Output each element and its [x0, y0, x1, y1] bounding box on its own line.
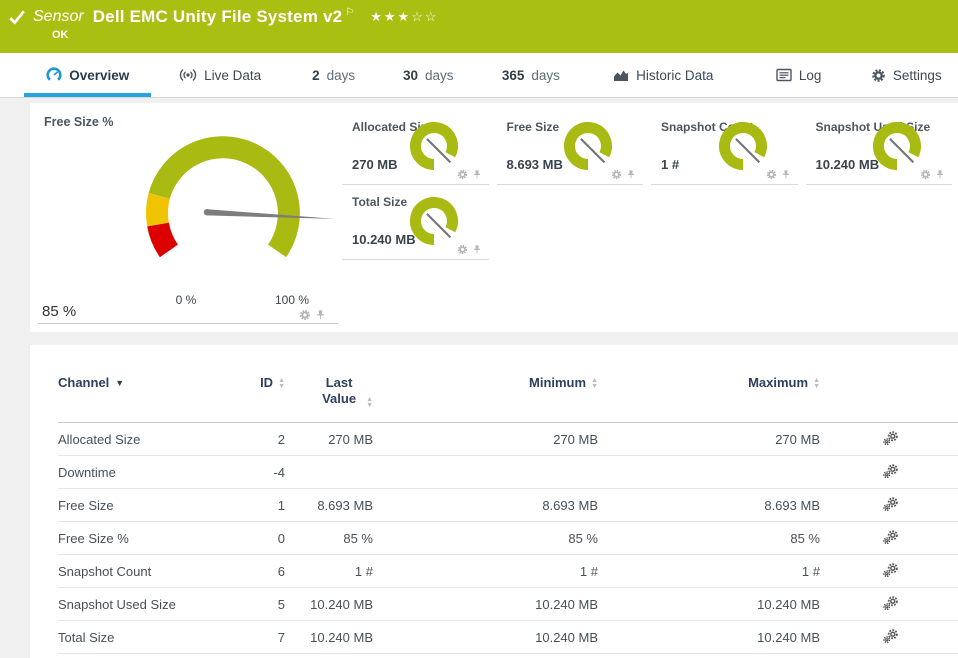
channel-table: Channel ▼ ID ▲ ▼ Last Value ▲ ▼ Minimum ▲ ▼	[58, 345, 958, 654]
main-gauge-value: 85 %	[42, 303, 77, 320]
mini-gauge-snapshot-used-size: Snapshot Used Size 10.240 MB	[804, 110, 958, 185]
sort-icon: ▲ ▼	[591, 377, 598, 390]
gauge-scale-max: 100 %	[274, 293, 310, 307]
free-size-gauge	[145, 136, 335, 258]
table-row[interactable]: Free Size % 0 85 % 85 % 85 %	[58, 521, 958, 555]
gauge-icon	[46, 67, 62, 81]
channel-settings-icon[interactable]	[882, 463, 899, 482]
mini-gauge-icon	[872, 122, 921, 170]
mini-gauges-grid: Allocated Size 270 MB	[340, 103, 958, 332]
table-row[interactable]: Downtime -4	[58, 455, 958, 489]
tab-log[interactable]: Log	[743, 53, 855, 97]
channel-settings-icon[interactable]	[882, 595, 899, 614]
tab-30-days[interactable]: 30 days	[402, 67, 454, 83]
gear-icon[interactable]	[611, 169, 622, 180]
gear-icon	[872, 68, 885, 82]
table-row[interactable]: Free Size 1 8.693 MB 8.693 MB 8.693 MB	[58, 488, 958, 522]
overview-gauges-panel: Free Size % 0 % 100 % 85 %	[30, 103, 958, 332]
gear-icon[interactable]	[920, 169, 931, 180]
tab-settings[interactable]: Settings	[854, 53, 958, 97]
channel-settings-icon[interactable]	[882, 430, 899, 449]
mini-gauge-icon	[563, 122, 612, 170]
sensor-status-bar: Sensor Dell EMC Unity File System v2 ⚐ ★…	[0, 0, 958, 53]
column-header-minimum[interactable]: Minimum ▲ ▼	[376, 345, 601, 423]
channel-settings-icon[interactable]	[882, 496, 899, 515]
tab-overview[interactable]: Overview	[24, 53, 151, 97]
mini-gauge-icon	[718, 122, 767, 170]
mini-gauge-icon	[409, 197, 458, 245]
table-row[interactable]: Allocated Size 2 270 MB 270 MB 270 MB	[58, 422, 958, 456]
channel-table-panel: Channel ▼ ID ▲ ▼ Last Value ▲ ▼ Minimum ▲ ▼	[30, 345, 958, 658]
pin-icon[interactable]	[315, 309, 326, 321]
channel-settings-icon[interactable]	[882, 628, 899, 647]
tab-bar: Overview Live Data 2 days 30 days 365	[0, 53, 958, 98]
sensor-kind-label: Sensor	[33, 8, 84, 25]
table-row[interactable]: Snapshot Count 6 1 # 1 # 1 #	[58, 554, 958, 588]
pin-icon[interactable]	[472, 169, 482, 180]
channel-settings-icon[interactable]	[882, 529, 899, 548]
pin-icon[interactable]	[781, 169, 791, 180]
column-header-id[interactable]: ID ▲ ▼	[243, 345, 288, 423]
ok-check-icon	[9, 10, 25, 25]
column-header-channel[interactable]: Channel ▼	[58, 345, 243, 423]
mini-gauge-allocated-size: Allocated Size 270 MB	[340, 110, 495, 185]
log-icon	[776, 68, 792, 82]
sort-icon: ▲ ▼	[278, 377, 285, 390]
tab-historic-data[interactable]: Historic Data	[584, 53, 743, 97]
table-row[interactable]: Total Size 7 10.240 MB 10.240 MB 10.240 …	[58, 620, 958, 654]
main-gauge-cell: Free Size % 0 % 100 % 85 %	[30, 103, 340, 332]
historic-data-icon	[614, 70, 629, 81]
pin-icon[interactable]	[472, 244, 482, 255]
gauge-needle	[206, 209, 335, 219]
gear-icon[interactable]	[457, 169, 468, 180]
table-row[interactable]: Snapshot Used Size 5 10.240 MB 10.240 MB…	[58, 587, 958, 621]
sort-icon: ▲ ▼	[813, 377, 820, 390]
tab-live-data[interactable]: Live Data	[151, 53, 288, 97]
mini-gauge-total-size: Total Size 10.240 MB	[340, 185, 495, 260]
sort-desc-icon: ▼	[115, 377, 125, 388]
main-gauge-title: Free Size %	[44, 115, 114, 129]
gauge-scale-min: 0 %	[175, 293, 197, 307]
column-header-maximum[interactable]: Maximum ▲ ▼	[601, 345, 823, 423]
mini-gauge-snapshot-count: Snapshot Count 1 #	[649, 110, 804, 185]
column-header-settings	[823, 345, 958, 423]
channel-settings-icon[interactable]	[882, 562, 899, 581]
star-rating[interactable]: ★★★☆☆	[370, 9, 439, 24]
mini-gauge-icon	[409, 122, 458, 170]
page-title: Dell EMC Unity File System v2	[92, 7, 343, 26]
flag-icon[interactable]: ⚐	[345, 6, 355, 18]
tab-365-days[interactable]: 365 days	[501, 67, 560, 83]
status-badge: OK	[52, 29, 69, 41]
mini-gauge-free-size: Free Size 8.693 MB	[495, 110, 650, 185]
tab-2-days[interactable]: 2 days	[312, 67, 356, 83]
column-header-last-value[interactable]: Last Value ▲ ▼	[288, 345, 376, 423]
gear-icon[interactable]	[457, 244, 468, 255]
gear-icon[interactable]	[766, 169, 777, 180]
sort-icon: ▲ ▼	[366, 396, 373, 409]
pin-icon[interactable]	[626, 169, 636, 180]
pin-icon[interactable]	[935, 169, 945, 180]
live-data-icon	[179, 69, 197, 81]
gear-icon[interactable]	[299, 309, 311, 321]
